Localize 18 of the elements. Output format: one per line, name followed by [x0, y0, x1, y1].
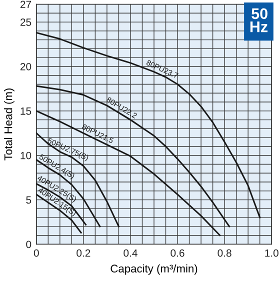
- line-series: [36, 85, 230, 228]
- y-tick-label: 25: [20, 18, 32, 26]
- y-tick-label: 15: [20, 108, 32, 115]
- x-tick-label: 0.6: [170, 249, 184, 257]
- line-series: [36, 32, 261, 218]
- y-tick-label: 5: [26, 196, 32, 204]
- annotation: 50 Hz: [250, 8, 268, 32]
- x-axis-title: Capacity (m³/min): [110, 264, 198, 275]
- y-tick-label: 0: [26, 240, 32, 248]
- y-axis-title: Total Head (m): [4, 88, 14, 160]
- y-tick-label: 10: [20, 152, 32, 160]
- x-tick-label: 0.2: [76, 249, 90, 257]
- x-tick-label: 1.0: [265, 249, 278, 257]
- x-tick-label: 0: [34, 249, 39, 257]
- y-tick-label: 20: [20, 62, 32, 70]
- y-tick-label: 27: [20, 0, 32, 8]
- x-tick-label: 0.4: [124, 249, 138, 257]
- x-tick-label: 0.8: [218, 249, 232, 257]
